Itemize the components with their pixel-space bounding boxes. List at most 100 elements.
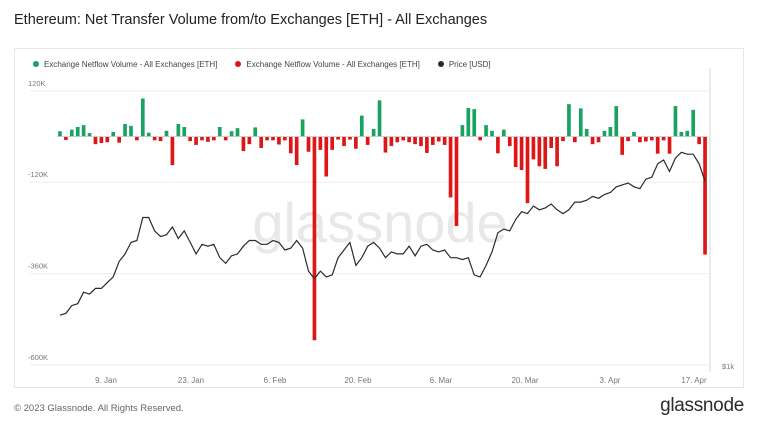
x-tick-label: 6. Mar bbox=[430, 376, 453, 385]
legend-item-outflow[interactable]: Exchange Netflow Volume - All Exchanges … bbox=[235, 58, 420, 70]
chart-title: Ethereum: Net Transfer Volume from/to Ex… bbox=[14, 12, 488, 28]
right-axis-label: $1k bbox=[722, 362, 734, 371]
outflow-bar bbox=[561, 136, 565, 142]
outflow-bar bbox=[206, 136, 210, 142]
outflow-bar bbox=[288, 136, 293, 154]
y-tick-label: -600K bbox=[28, 353, 48, 362]
inflow-bar bbox=[608, 127, 613, 137]
inflow-bar bbox=[567, 104, 571, 137]
outflow-bar bbox=[661, 136, 666, 141]
inflow-bar bbox=[129, 125, 133, 137]
inflow-bar bbox=[182, 127, 187, 137]
outflow-bar bbox=[330, 136, 335, 150]
outflow-bar bbox=[525, 136, 530, 204]
x-tick-label: 9. Jan bbox=[95, 376, 117, 385]
outflow-bar bbox=[513, 136, 518, 167]
outflow-bar bbox=[555, 136, 559, 167]
outflow-bar bbox=[336, 136, 340, 140]
legend-item-price[interactable]: Price [USD] bbox=[437, 58, 491, 70]
legend-label-inflow: Exchange Netflow Volume - All Exchanges … bbox=[44, 59, 218, 69]
legend-dot-inflow bbox=[33, 61, 39, 67]
outflow-bar bbox=[413, 136, 417, 145]
inflow-bar bbox=[602, 130, 607, 137]
outflow-bar bbox=[318, 136, 323, 150]
glassnode-logo[interactable]: glassnode bbox=[660, 395, 744, 416]
inflow-bar bbox=[584, 128, 589, 137]
legend-dot-outflow bbox=[235, 61, 242, 67]
inflow-bar bbox=[75, 127, 80, 137]
inflow-bar bbox=[253, 127, 258, 137]
inflow-bar bbox=[359, 115, 364, 137]
inflow-bar bbox=[235, 128, 240, 137]
x-tick-label: 6. Feb bbox=[264, 376, 287, 385]
inflow-bar bbox=[614, 106, 619, 137]
inflow-bar bbox=[466, 107, 471, 137]
outflow-bar bbox=[342, 136, 346, 147]
outflow-bar bbox=[436, 136, 441, 142]
outflow-bar bbox=[271, 136, 275, 141]
x-tick-label: 23. Jan bbox=[178, 376, 204, 385]
y-tick-label: -120K bbox=[28, 170, 48, 179]
price-line bbox=[59, 151, 706, 316]
outflow-bar bbox=[549, 136, 553, 148]
outflow-bar bbox=[64, 136, 68, 140]
outflow-bar bbox=[241, 136, 246, 152]
inflow-bar bbox=[146, 132, 151, 137]
y-tick-label: 120K bbox=[28, 79, 46, 88]
footer-copyright: © 2023 Glassnode. All Rights Reserved. bbox=[14, 403, 184, 414]
outflow-bar bbox=[596, 136, 601, 143]
outflow-bar bbox=[478, 136, 482, 141]
outflow-bar bbox=[324, 136, 329, 177]
outflow-bar bbox=[543, 136, 548, 169]
outflow-bar bbox=[537, 136, 542, 167]
outflow-bar bbox=[655, 136, 660, 154]
inflow-bar bbox=[371, 128, 376, 137]
inflow-bar bbox=[501, 129, 506, 137]
chart-legend[interactable]: Exchange Netflow Volume - All Exchanges … bbox=[33, 58, 491, 70]
outflow-bar bbox=[117, 136, 121, 143]
outflow-bar bbox=[442, 136, 447, 145]
inflow-bar bbox=[300, 119, 305, 137]
inflow-bar bbox=[87, 133, 92, 137]
outflow-bar bbox=[395, 136, 400, 143]
x-tick-label: 3. Apr bbox=[600, 376, 621, 385]
inflow-bar bbox=[81, 125, 86, 137]
inflow-bar bbox=[140, 98, 145, 137]
netflow-bars bbox=[58, 98, 707, 341]
outflow-bar bbox=[703, 136, 707, 255]
inflow-bar bbox=[460, 125, 465, 137]
outflow-bar bbox=[573, 136, 577, 143]
x-tick-label: 20. Mar bbox=[511, 376, 538, 385]
outflow-bar bbox=[212, 136, 216, 141]
inflow-bar bbox=[578, 108, 583, 137]
outflow-bar bbox=[135, 136, 139, 141]
outflow-bar bbox=[425, 136, 429, 153]
outflow-bar bbox=[105, 136, 110, 143]
inflow-bar bbox=[377, 100, 382, 137]
outflow-bar bbox=[312, 136, 317, 341]
outflow-bar bbox=[365, 136, 370, 145]
legend-dot-price bbox=[437, 61, 444, 67]
outflow-bar bbox=[306, 136, 311, 152]
outflow-bar bbox=[188, 136, 192, 142]
inflow-bar bbox=[69, 129, 74, 137]
outflow-bar bbox=[99, 136, 104, 144]
inflow-bar bbox=[691, 109, 696, 137]
x-tick-label: 17. Apr bbox=[681, 376, 707, 385]
chart-panel bbox=[14, 48, 744, 388]
outflow-bar bbox=[644, 136, 648, 142]
outflow-bar bbox=[430, 136, 435, 145]
outflow-bar bbox=[496, 136, 500, 154]
outflow-bar bbox=[519, 136, 524, 171]
legend-item-inflow[interactable]: Exchange Netflow Volume - All Exchanges … bbox=[33, 58, 217, 70]
y-axis-labels: 120K -120K -360K -600K bbox=[28, 79, 48, 362]
inflow-bar bbox=[472, 109, 477, 137]
gridlines bbox=[30, 90, 710, 366]
inflow-bar bbox=[679, 131, 684, 137]
outflow-bar bbox=[448, 136, 453, 198]
legend-label-outflow: Exchange Netflow Volume - All Exchanges … bbox=[246, 59, 420, 69]
outflow-bar bbox=[354, 136, 358, 149]
outflow-bar bbox=[348, 136, 352, 140]
outflow-bar bbox=[667, 136, 672, 154]
outflow-bar bbox=[697, 136, 701, 145]
